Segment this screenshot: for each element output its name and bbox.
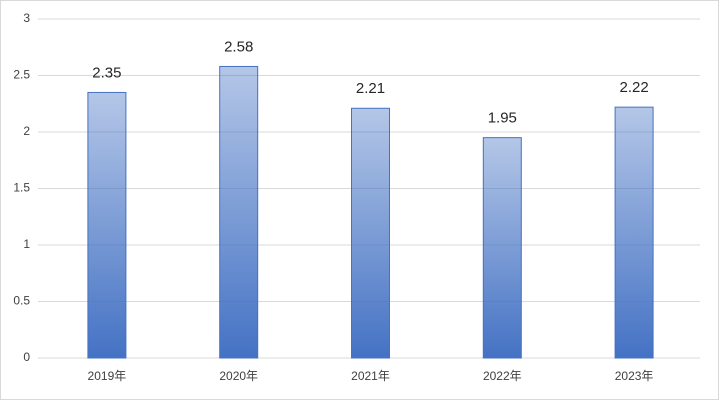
- bar: [351, 107, 390, 359]
- x-tick-label: 2022年: [483, 369, 522, 383]
- y-tick-label: 0.5: [13, 294, 30, 308]
- x-tick-label: 2019年: [88, 369, 127, 383]
- data-label: 2.22: [619, 79, 648, 96]
- y-tick-label: 3: [23, 11, 30, 25]
- y-tick-label: 2.5: [13, 68, 30, 82]
- data-label: 2.21: [356, 80, 385, 97]
- x-tick-label: 2020年: [219, 369, 258, 383]
- x-tick-label: 2021年: [351, 369, 390, 383]
- data-label: 1.95: [488, 110, 517, 127]
- bar: [482, 137, 522, 359]
- data-label: 2.35: [92, 64, 121, 81]
- y-tick-label: 2: [23, 124, 30, 138]
- y-tick-label: 1: [23, 237, 30, 251]
- bar: [219, 65, 259, 359]
- y-tick-label: 1.5: [13, 181, 30, 195]
- y-tick-label: 0: [23, 350, 30, 364]
- bar: [614, 106, 654, 359]
- data-label: 2.58: [224, 38, 253, 55]
- x-tick-label: 2023年: [615, 369, 654, 383]
- bar: [87, 91, 127, 359]
